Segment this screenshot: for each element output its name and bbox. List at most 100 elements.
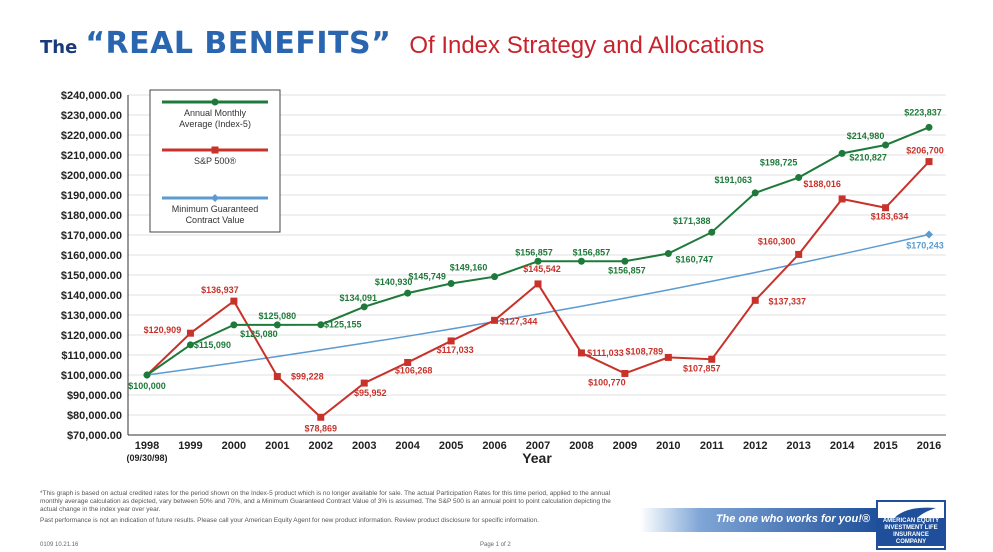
legend-marker [211, 98, 219, 106]
data-label: $214,980 [847, 131, 885, 141]
line-chart: $70,000.00 $80,000.00 $90,000.00 $100,000.0… [61, 89, 946, 466]
data-label: $117,033 [437, 345, 474, 355]
data-point [404, 358, 412, 366]
y-tick-label: $140,000.00 [61, 290, 122, 302]
legend-label: Average (Index-5) [179, 119, 251, 129]
data-label: $99,228 [291, 372, 324, 382]
data-label: $149,160 [450, 263, 488, 273]
data-label: $134,091 [339, 293, 377, 303]
data-point [317, 413, 325, 421]
x-tick-label: 2009 [613, 440, 637, 452]
data-label: $171,388 [673, 216, 711, 226]
y-tick-label: $160,000.00 [61, 250, 122, 262]
data-label: $125,080 [259, 311, 297, 321]
legend-marker [211, 146, 219, 154]
legend-marker [211, 194, 219, 202]
data-label: $160,747 [676, 255, 714, 265]
y-tick-label: $130,000.00 [61, 310, 122, 322]
data-label: $156,857 [608, 265, 646, 275]
x-tick-label: 2003 [352, 440, 376, 452]
company-logo: AMERICAN EQUITY INVESTMENT LIFE INSURANC… [876, 500, 946, 550]
x-tick-label: 2001 [265, 440, 289, 452]
data-label: $100,000 [128, 381, 166, 391]
data-point [577, 257, 585, 265]
x-axis-title: Year [522, 450, 552, 466]
x-tick-label: 2000 [222, 440, 246, 452]
data-point [447, 280, 455, 288]
data-point [317, 321, 325, 329]
data-point [925, 123, 933, 131]
x-tick-label: 2008 [569, 440, 593, 452]
data-point [795, 174, 803, 182]
y-tick-label: $210,000.00 [61, 150, 122, 162]
data-point [882, 204, 890, 212]
x-tick-label: 2015 [873, 440, 897, 452]
y-tick-label: $120,000.00 [61, 330, 122, 342]
y-tick-label: $70,000.00 [67, 430, 122, 442]
data-point [838, 149, 846, 157]
y-tick-label: $230,000.00 [61, 110, 122, 122]
data-label: $223,837 [904, 107, 942, 117]
data-point [838, 195, 846, 203]
data-label: $125,080 [240, 329, 278, 339]
footnote-disclaimer: *This graph is based on actual credited … [40, 490, 611, 513]
legend-label: Annual Monthly [184, 108, 247, 118]
data-label: $191,063 [714, 175, 752, 185]
data-point [404, 289, 412, 297]
x-tick-label: 2014 [830, 440, 855, 452]
title-prefix: The [40, 37, 78, 58]
data-point [360, 303, 368, 311]
data-point [708, 228, 716, 236]
data-label: $100,770 [588, 377, 626, 387]
data-point [186, 341, 194, 349]
data-label: $111,033 [587, 348, 624, 358]
y-tick-label: $100,000.00 [61, 370, 122, 382]
data-label: $183,634 [871, 212, 909, 222]
y-tick-label: $170,000.00 [61, 230, 122, 242]
data-point [491, 273, 499, 281]
data-label: $125,155 [324, 320, 362, 330]
slogan-text: The one who works for you!® [715, 513, 870, 525]
data-point [925, 158, 933, 166]
data-point [143, 371, 151, 379]
y-tick-label: $80,000.00 [67, 410, 122, 422]
data-label: $140,930 [375, 277, 413, 287]
data-point [534, 257, 542, 265]
x-tick-label: 1998 [135, 440, 159, 452]
legend-label: Minimum Guaranteed [172, 204, 259, 214]
data-label: $95,952 [354, 388, 387, 398]
page-title: The “REAL BENEFITS” Of Index Strategy and … [40, 26, 764, 66]
data-point [273, 321, 281, 329]
x-tick-label: 2016 [917, 440, 941, 452]
data-label: $136,937 [201, 285, 239, 295]
data-point [882, 141, 890, 149]
y-tick-label: $200,000.00 [61, 170, 122, 182]
data-point [664, 250, 672, 258]
data-label: $145,542 [523, 264, 561, 274]
data-label: $156,857 [515, 247, 553, 257]
data-point [491, 316, 499, 324]
data-point [360, 379, 368, 387]
title-rest: Of Index Strategy and Allocations [409, 32, 765, 59]
x-tick-label: 2005 [439, 440, 463, 452]
y-tick-label: $240,000.00 [61, 90, 122, 102]
x-tick-label: 2002 [309, 440, 333, 452]
page-number: Page 1 of 2 [480, 542, 511, 548]
data-point [664, 353, 672, 361]
logo-text: AMERICAN EQUITY INVESTMENT LIFE INSURANC… [878, 518, 944, 546]
data-point [795, 250, 803, 258]
title-highlight: “REAL BENEFITS” [85, 26, 392, 61]
data-label: $145,749 [408, 272, 446, 282]
x-tick-label: 1999 [178, 440, 202, 452]
data-point [621, 257, 629, 265]
data-point [534, 280, 542, 288]
data-point [577, 349, 585, 357]
data-label: $137,337 [768, 296, 806, 306]
data-label: $107,857 [683, 363, 721, 373]
data-label: $156,857 [573, 247, 611, 257]
data-point [751, 296, 759, 304]
x-tick-label: 2011 [700, 440, 724, 452]
data-point [925, 230, 933, 239]
data-point [186, 329, 194, 337]
series-line-guaranteed [146, 233, 930, 376]
